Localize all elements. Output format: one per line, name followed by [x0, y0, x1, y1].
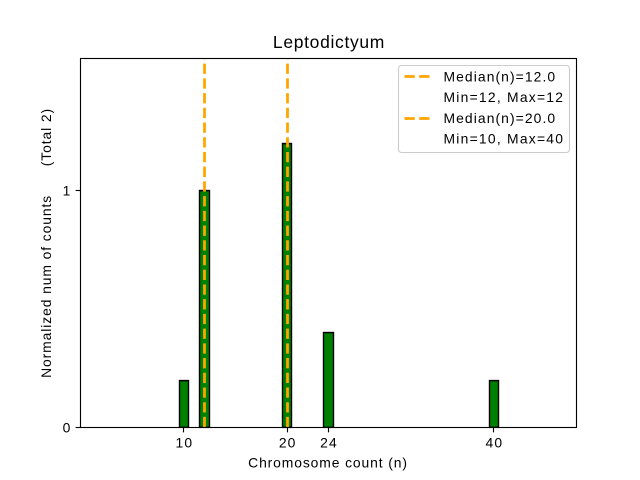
- svg-text:0: 0: [63, 420, 71, 436]
- svg-text:Chromosome count (n): Chromosome count (n): [248, 454, 408, 470]
- svg-text:Median(n)=20.0: Median(n)=20.0: [444, 110, 557, 126]
- svg-text:1: 1: [63, 183, 71, 199]
- svg-text:24: 24: [320, 435, 338, 451]
- svg-text:Min=10, Max=40: Min=10, Max=40: [444, 131, 565, 147]
- svg-text:Normalized num of counts: Normalized num of counts (Total 2): [38, 108, 54, 378]
- svg-text:Min=12, Max=12: Min=12, Max=12: [444, 89, 565, 105]
- svg-text:20: 20: [279, 435, 297, 451]
- svg-text:Median(n)=12.0: Median(n)=12.0: [444, 69, 557, 85]
- svg-text:40: 40: [486, 435, 504, 451]
- svg-text:10: 10: [176, 435, 194, 451]
- svg-text:Leptodictyum: Leptodictyum: [273, 32, 385, 52]
